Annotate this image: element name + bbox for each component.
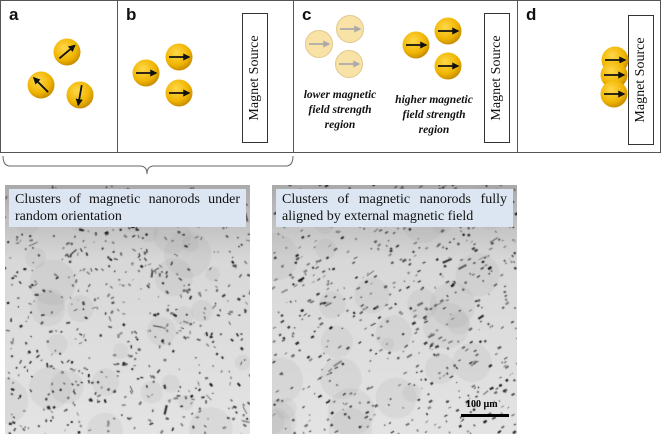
magnet-source-box: Magnet Source [484,13,510,143]
micrograph-caption: Clusters of magnetic nanorods under rand… [9,189,246,227]
panel-label: c [302,5,312,24]
panel-label: b [126,5,137,24]
panel-b: b Magnet Source [117,0,294,153]
panel-c: c Magnet Source lower magnetic field str… [293,0,518,153]
grouping-brace [2,155,294,175]
scale-bar [461,414,509,417]
scale-bar-label: 100 µm [466,399,498,410]
magnet-source-box: Magnet Source [242,13,268,143]
high-field-region-label: higher magnetic field strength region [395,94,473,136]
magnetic-moment-arrow-icon [75,84,83,107]
magnet-source-box: Magnet Source [628,15,654,145]
panel-label: a [9,5,19,24]
micrograph-random: Clusters of magnetic nanorods under rand… [5,185,250,434]
micrograph-caption: Clusters of magnetic nanorods fully alig… [276,189,513,227]
micrograph-aligned: Clusters of magnetic nanorods fully alig… [272,185,517,434]
magnetic-moment-arrow-icon [58,44,76,60]
low-field-region-label: lower magnetic field strength region [303,89,377,131]
magnetic-moment-arrow-icon [32,76,49,93]
particles-overlay [2,15,629,175]
panel-a: a [0,0,118,153]
panel-label: d [526,5,537,24]
